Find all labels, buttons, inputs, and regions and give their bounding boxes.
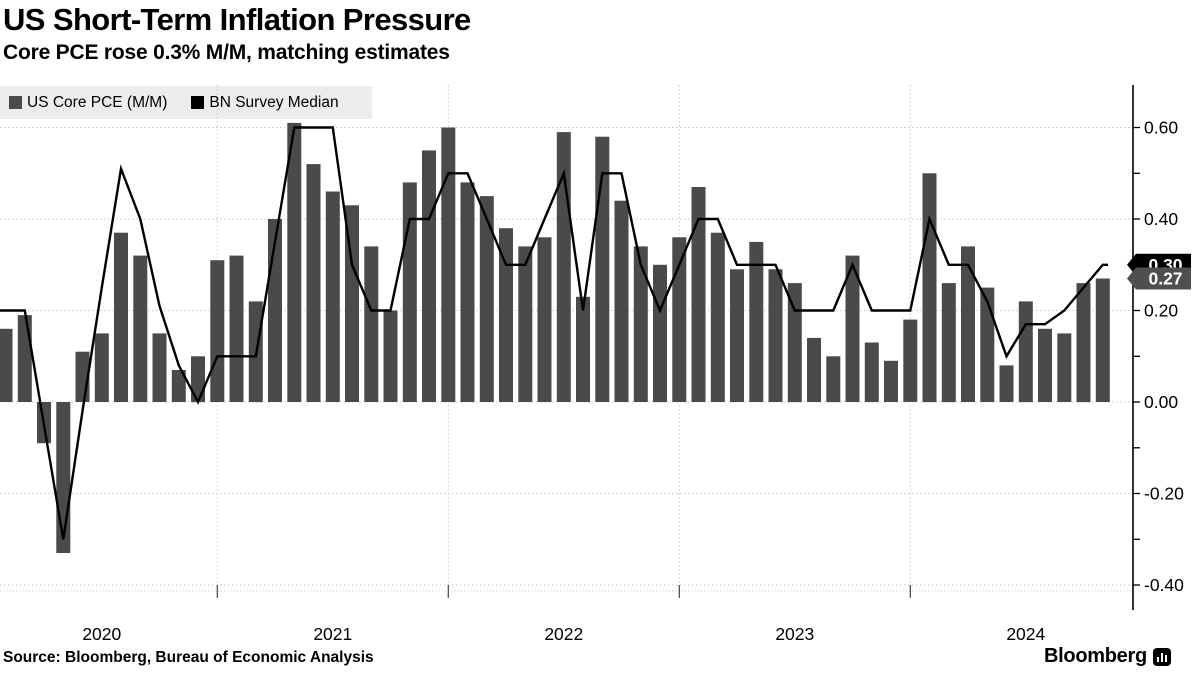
line-series-swatch-icon [191, 96, 205, 109]
legend-item-core-pce: US Core PCE (M/M) [9, 94, 167, 112]
svg-text:-0.40: -0.40 [1144, 575, 1184, 595]
legend-label: BN Survey Median [209, 93, 339, 111]
chart-header: US Short-Term Inflation Pressure Core PC… [3, 2, 471, 65]
bloomberg-chart-icon [1152, 647, 1171, 666]
svg-text:0.20: 0.20 [1144, 301, 1178, 321]
bar-series-swatch-icon [9, 96, 22, 109]
bloomberg-logo: Bloomberg [1044, 645, 1171, 668]
y-axis-labels: -0.40 -0.20 0.00 0.20 0.40 0.60 [1144, 118, 1184, 596]
svg-text:2020: 2020 [82, 624, 121, 644]
survey-median-line [0, 126, 1108, 540]
pce-last-value-tag: 0.27 [1127, 267, 1191, 290]
svg-text:0.00: 0.00 [1144, 392, 1178, 412]
x-axis-year-labels: 2020 2021 2022 2023 2024 [82, 624, 1045, 644]
page-subtitle: Core PCE rose 0.3% M/M, matching estimat… [3, 40, 450, 64]
svg-text:0.60: 0.60 [1144, 118, 1178, 138]
legend-label: US Core PCE (M/M) [27, 93, 168, 111]
page-title: US Short-Term Inflation Pressure [3, 2, 471, 37]
svg-text:2022: 2022 [544, 624, 583, 644]
source-note: Source: Bloomberg, Bureau of Economic An… [3, 649, 374, 666]
svg-text:2024: 2024 [1006, 624, 1045, 644]
svg-text:-0.20: -0.20 [1144, 484, 1184, 504]
svg-text:0.27: 0.27 [1148, 269, 1182, 289]
svg-text:2021: 2021 [313, 624, 352, 644]
bloomberg-wordmark: Bloomberg [1044, 645, 1147, 667]
year-ticks [216, 585, 911, 598]
svg-text:2023: 2023 [775, 624, 814, 644]
chart-legend: US Core PCE (M/M) BN Survey Median [0, 86, 372, 119]
svg-text:0.40: 0.40 [1144, 209, 1178, 229]
pce-bars [0, 122, 1110, 553]
y-axis-ticks [1133, 126, 1140, 586]
legend-background [0, 86, 372, 119]
legend-item-survey-median: BN Survey Median [191, 93, 339, 112]
